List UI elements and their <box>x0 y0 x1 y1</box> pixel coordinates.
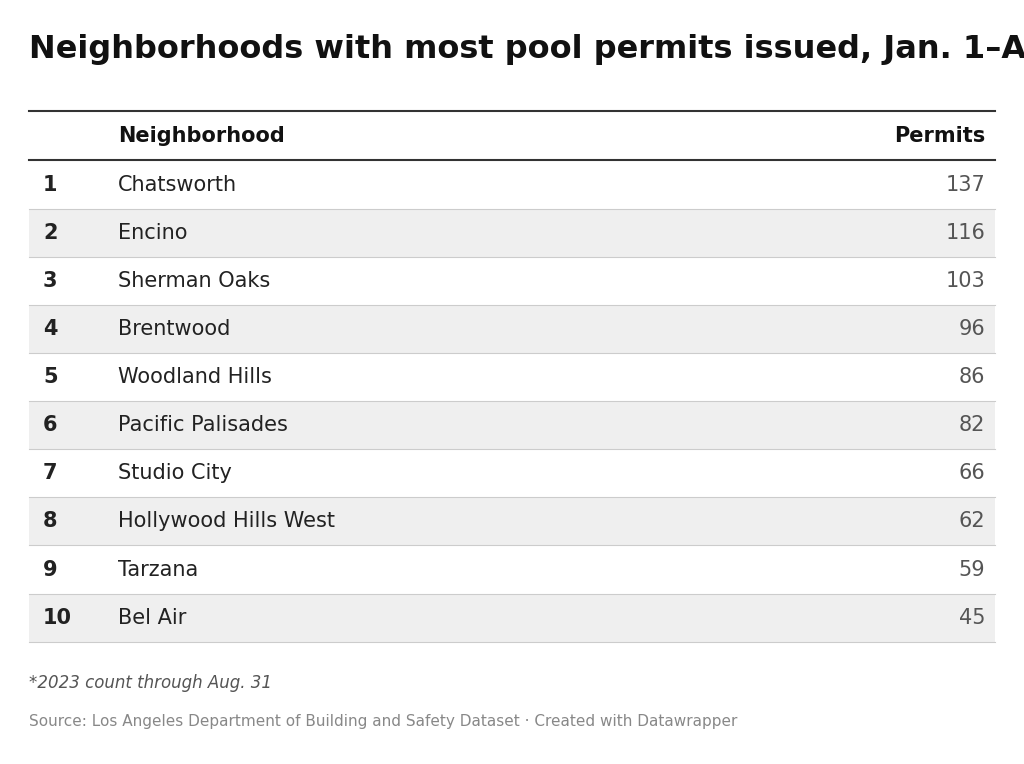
Bar <box>29 305 995 353</box>
Text: Source: Los Angeles Department of Building and Safety Dataset · Created with Dat: Source: Los Angeles Department of Buildi… <box>29 714 737 729</box>
Text: *2023 count through Aug. 31: *2023 count through Aug. 31 <box>29 674 271 692</box>
Text: 116: 116 <box>945 222 985 243</box>
Text: 82: 82 <box>958 415 985 435</box>
Text: Studio City: Studio City <box>118 463 231 484</box>
Bar <box>29 401 995 449</box>
Text: 2: 2 <box>43 222 57 243</box>
Text: Brentwood: Brentwood <box>118 319 230 339</box>
Text: 137: 137 <box>945 174 985 195</box>
Text: Encino: Encino <box>118 222 187 243</box>
Bar <box>29 594 995 642</box>
Text: Woodland Hills: Woodland Hills <box>118 367 271 387</box>
Text: Neighborhood: Neighborhood <box>118 125 285 146</box>
Text: 9: 9 <box>43 559 57 580</box>
Text: Permits: Permits <box>894 125 985 146</box>
Text: 1: 1 <box>43 174 57 195</box>
Text: Neighborhoods with most pool permits issued, Jan. 1–Aug. 31, 2023: Neighborhoods with most pool permits iss… <box>29 34 1024 66</box>
Text: 66: 66 <box>958 463 985 484</box>
Text: 3: 3 <box>43 270 57 291</box>
Text: Tarzana: Tarzana <box>118 559 198 580</box>
Text: 4: 4 <box>43 319 57 339</box>
Text: Pacific Palisades: Pacific Palisades <box>118 415 288 435</box>
Bar <box>29 497 995 545</box>
Text: 59: 59 <box>958 559 985 580</box>
Text: 7: 7 <box>43 463 57 484</box>
Text: 5: 5 <box>43 367 57 387</box>
Text: 103: 103 <box>945 270 985 291</box>
Text: Bel Air: Bel Air <box>118 607 186 628</box>
Text: 6: 6 <box>43 415 57 435</box>
Text: 8: 8 <box>43 511 57 532</box>
Text: 45: 45 <box>958 607 985 628</box>
Text: Sherman Oaks: Sherman Oaks <box>118 270 270 291</box>
Bar <box>29 209 995 257</box>
Text: 86: 86 <box>958 367 985 387</box>
Text: Chatsworth: Chatsworth <box>118 174 237 195</box>
Text: 62: 62 <box>958 511 985 532</box>
Text: 10: 10 <box>43 607 72 628</box>
Text: Hollywood Hills West: Hollywood Hills West <box>118 511 335 532</box>
Text: 96: 96 <box>958 319 985 339</box>
